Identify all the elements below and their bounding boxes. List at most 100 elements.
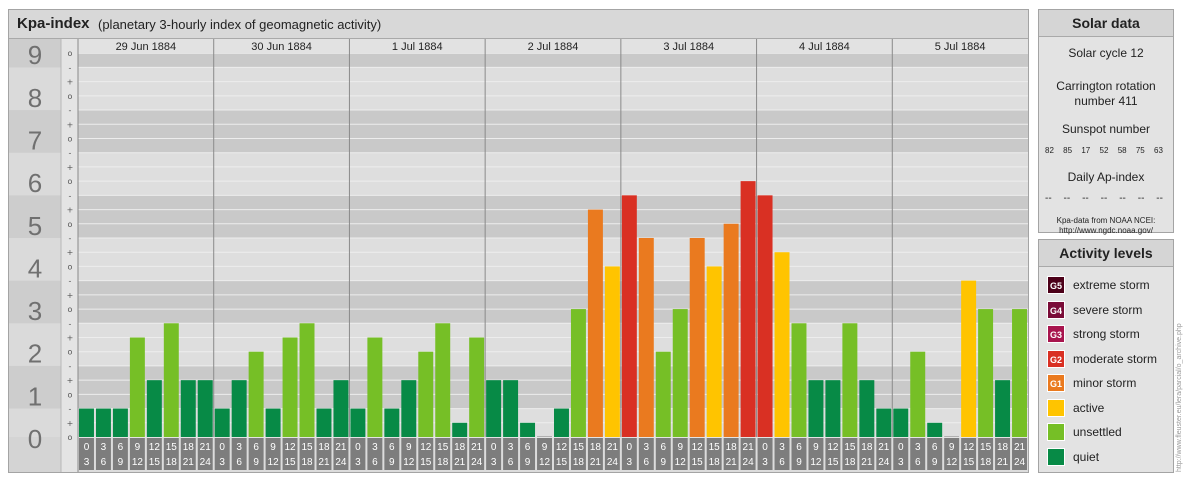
interval-start-label: 3: [236, 442, 242, 453]
interval-start-label: 6: [253, 442, 259, 453]
interval-start-label: 6: [118, 442, 124, 453]
interval-cell: [333, 438, 349, 470]
interval-end-label: 3: [355, 457, 361, 468]
kp-bar: [944, 436, 960, 437]
y-label-band: [9, 323, 61, 366]
interval-cell: [723, 438, 739, 470]
minor-tick-mark: +: [67, 206, 74, 215]
kp-bar: [893, 408, 909, 437]
y-tick-label: 0: [28, 424, 42, 454]
y-label-band: [9, 280, 61, 324]
chart-title: Kpa-index: [17, 15, 90, 32]
minor-tick-mark: -: [69, 362, 72, 371]
y-tick-label: 9: [28, 40, 42, 70]
interval-end-label: 3: [898, 457, 904, 468]
interval-cell: [672, 438, 688, 470]
kp-bar: [520, 422, 536, 437]
legend-label: minor storm: [1073, 376, 1137, 390]
interval-cell: [876, 438, 892, 470]
y-label-band: [9, 365, 61, 409]
day-header-band: [78, 39, 1028, 53]
interval-start-label: 0: [219, 442, 225, 453]
interval-start-label: 12: [827, 442, 839, 453]
solar-data-header: Solar data: [1039, 10, 1173, 37]
kp-bar: [537, 436, 552, 437]
minor-tick-mark: +: [67, 78, 74, 87]
day-label: 2 Jul 1884: [528, 41, 579, 53]
day-label: 3 Jul 1884: [663, 41, 714, 53]
minor-tick-mark: +: [67, 419, 74, 428]
sunspot-value: 52: [1099, 146, 1109, 155]
interval-end-label: 15: [692, 457, 704, 468]
minor-tick-mark: -: [69, 319, 72, 328]
interval-start-label: 9: [813, 442, 819, 453]
ap-value: --: [1082, 193, 1089, 204]
kp-bar: [740, 181, 756, 437]
interval-end-label: 21: [454, 457, 466, 468]
interval-cell: [774, 438, 790, 470]
interval-cell: [163, 438, 179, 470]
interval-cell: [927, 438, 943, 470]
interval-cell: [418, 438, 434, 470]
interval-start-label: 0: [898, 442, 904, 453]
level-band: [78, 110, 1028, 153]
data-source-link[interactable]: http://www.ngdc.noaa.gov/: [1059, 226, 1153, 235]
interval-start-label: 0: [762, 442, 768, 453]
data-source-label: Kpa-data from NOAA NCEI:: [1056, 216, 1156, 225]
y-tick-label: 7: [28, 125, 42, 155]
interval-cell: [367, 438, 383, 470]
legend-label: strong storm: [1073, 327, 1140, 341]
minor-tick-mark: o: [68, 49, 73, 58]
solar-cycle: Solar cycle 12: [1068, 46, 1144, 60]
interval-end-label: 12: [403, 457, 415, 468]
minor-tick-mark: o: [68, 177, 73, 186]
kp-bar: [706, 266, 722, 437]
interval-start-label: 18: [183, 442, 195, 453]
interval-end-label: 6: [508, 457, 514, 468]
kp-bar: [825, 380, 841, 437]
interval-end-label: 3: [762, 457, 768, 468]
interval-end-label: 12: [946, 457, 958, 468]
sunspot-value: 17: [1081, 146, 1091, 155]
kp-bar: [197, 380, 213, 437]
interval-end-label: 3: [84, 457, 90, 468]
day-label: 29 Jun 1884: [116, 41, 177, 53]
y-tick-label: 1: [28, 381, 42, 411]
interval-end-label: 3: [627, 457, 633, 468]
interval-start-label: 9: [135, 442, 141, 453]
sunspot-value: 82: [1045, 146, 1054, 155]
activity-levels-header: Activity levels: [1039, 240, 1173, 267]
interval-end-label: 24: [607, 457, 619, 468]
sunspot-value: 75: [1135, 146, 1145, 155]
y-label-band: [9, 408, 61, 437]
day-label: 4 Jul 1884: [799, 41, 850, 53]
interval-cell: [570, 438, 586, 470]
interval-end-label: 21: [318, 457, 330, 468]
interval-cell: [757, 438, 773, 470]
interval-end-label: 15: [420, 457, 432, 468]
interval-end-label: 18: [301, 457, 313, 468]
interval-end-label: 6: [779, 457, 785, 468]
legend-item-active: active: [1047, 398, 1104, 418]
minor-tick-mark: +: [67, 120, 74, 129]
kp-bar: [282, 337, 298, 437]
interval-start-label: 15: [709, 442, 721, 453]
interval-end-label: 18: [166, 457, 178, 468]
legend-swatch: [1047, 423, 1065, 441]
y-tick-label: 6: [28, 168, 42, 198]
interval-cell: [316, 438, 332, 470]
kp-bar: [910, 351, 926, 437]
kp-bar: [587, 209, 603, 437]
interval-start-label: 3: [779, 442, 785, 453]
kp-bar: [774, 252, 790, 437]
interval-end-label: 24: [335, 457, 347, 468]
interval-cell: [604, 438, 620, 470]
interval-cell: [859, 438, 875, 470]
interval-start-label: 6: [660, 442, 666, 453]
kp-bar: [248, 351, 264, 437]
interval-cell: [554, 438, 569, 470]
kp-bar: [757, 195, 773, 437]
kp-bar: [791, 323, 807, 437]
interval-end-label: 18: [573, 457, 585, 468]
interval-cell: [520, 438, 536, 470]
